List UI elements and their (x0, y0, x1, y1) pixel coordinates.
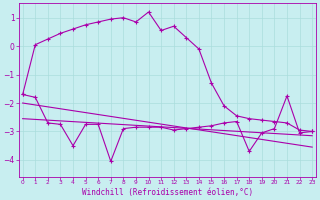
X-axis label: Windchill (Refroidissement éolien,°C): Windchill (Refroidissement éolien,°C) (82, 188, 253, 197)
